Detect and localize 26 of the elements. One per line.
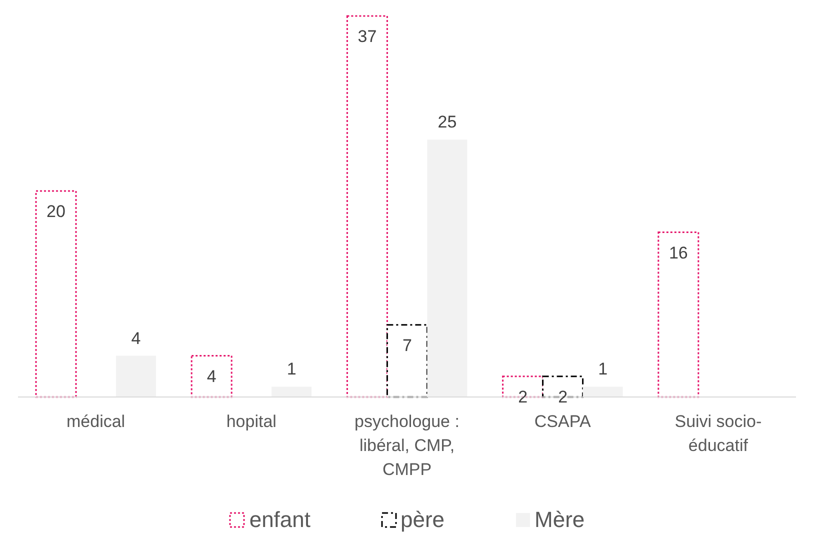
legend-label: père xyxy=(400,507,445,533)
data-label: 37 xyxy=(358,27,377,46)
bar xyxy=(427,140,468,397)
data-label: 2 xyxy=(518,387,528,406)
legend-label: enfant xyxy=(248,507,310,533)
legend-label: Mère xyxy=(534,507,585,533)
data-label: 20 xyxy=(46,202,66,222)
x-tick-label: hopital xyxy=(226,412,276,431)
x-tick-label: Suivi socio-éducatif xyxy=(674,412,762,455)
bar xyxy=(190,355,232,398)
data-label: 2 xyxy=(558,387,568,406)
data-label: 7 xyxy=(402,336,412,355)
data-label: 4 xyxy=(206,366,216,386)
data-label: 25 xyxy=(438,112,457,132)
bar xyxy=(116,356,156,397)
data-label: 1 xyxy=(286,360,296,379)
x-tick-label: CSAPA xyxy=(534,412,592,431)
bar xyxy=(658,231,700,398)
data-label: 16 xyxy=(668,243,688,262)
bar xyxy=(272,386,312,397)
bar xyxy=(35,190,77,398)
x-tick-label: médical xyxy=(66,412,126,431)
data-label: 1 xyxy=(598,360,608,379)
x-tick-label: psychologue : libéral, CMP, CMPP xyxy=(354,412,460,479)
bar xyxy=(582,386,623,397)
data-label: 4 xyxy=(131,328,141,348)
